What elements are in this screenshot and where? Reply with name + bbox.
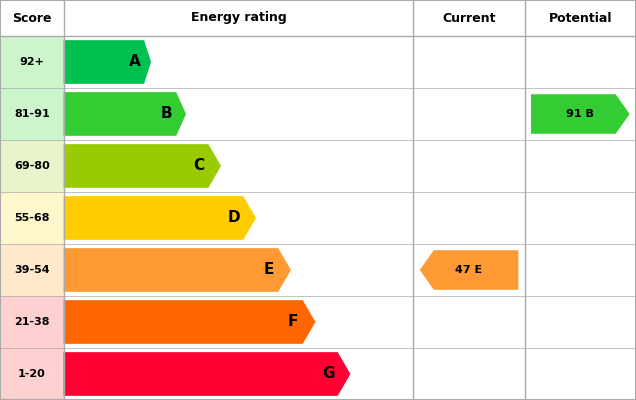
Polygon shape xyxy=(64,248,291,292)
Text: B: B xyxy=(161,106,172,122)
Polygon shape xyxy=(64,352,350,396)
Text: C: C xyxy=(193,158,204,174)
Polygon shape xyxy=(64,92,186,136)
Polygon shape xyxy=(420,250,518,290)
Text: Energy rating: Energy rating xyxy=(191,12,286,24)
Polygon shape xyxy=(64,40,151,84)
FancyBboxPatch shape xyxy=(0,140,64,192)
Text: 69-80: 69-80 xyxy=(14,161,50,171)
Text: 21-38: 21-38 xyxy=(14,317,50,327)
Text: E: E xyxy=(263,262,274,278)
Text: 81-91: 81-91 xyxy=(14,109,50,119)
Text: 91 B: 91 B xyxy=(567,109,594,119)
Text: 47 E: 47 E xyxy=(455,265,483,275)
FancyBboxPatch shape xyxy=(0,36,64,88)
Polygon shape xyxy=(531,94,630,134)
Text: A: A xyxy=(128,54,141,70)
Text: Score: Score xyxy=(12,12,52,24)
Polygon shape xyxy=(64,144,221,188)
Text: D: D xyxy=(228,210,240,226)
Text: Current: Current xyxy=(442,12,496,24)
FancyBboxPatch shape xyxy=(0,296,64,348)
FancyBboxPatch shape xyxy=(0,88,64,140)
Polygon shape xyxy=(64,196,256,240)
Text: 92+: 92+ xyxy=(19,57,45,67)
FancyBboxPatch shape xyxy=(0,244,64,296)
Text: F: F xyxy=(288,314,298,330)
Text: G: G xyxy=(322,366,335,382)
Text: 1-20: 1-20 xyxy=(18,369,46,379)
Text: Potential: Potential xyxy=(549,12,612,24)
Text: 39-54: 39-54 xyxy=(14,265,50,275)
Polygon shape xyxy=(64,300,315,344)
FancyBboxPatch shape xyxy=(0,192,64,244)
Text: 55-68: 55-68 xyxy=(14,213,50,223)
FancyBboxPatch shape xyxy=(0,348,64,400)
FancyBboxPatch shape xyxy=(0,0,636,36)
